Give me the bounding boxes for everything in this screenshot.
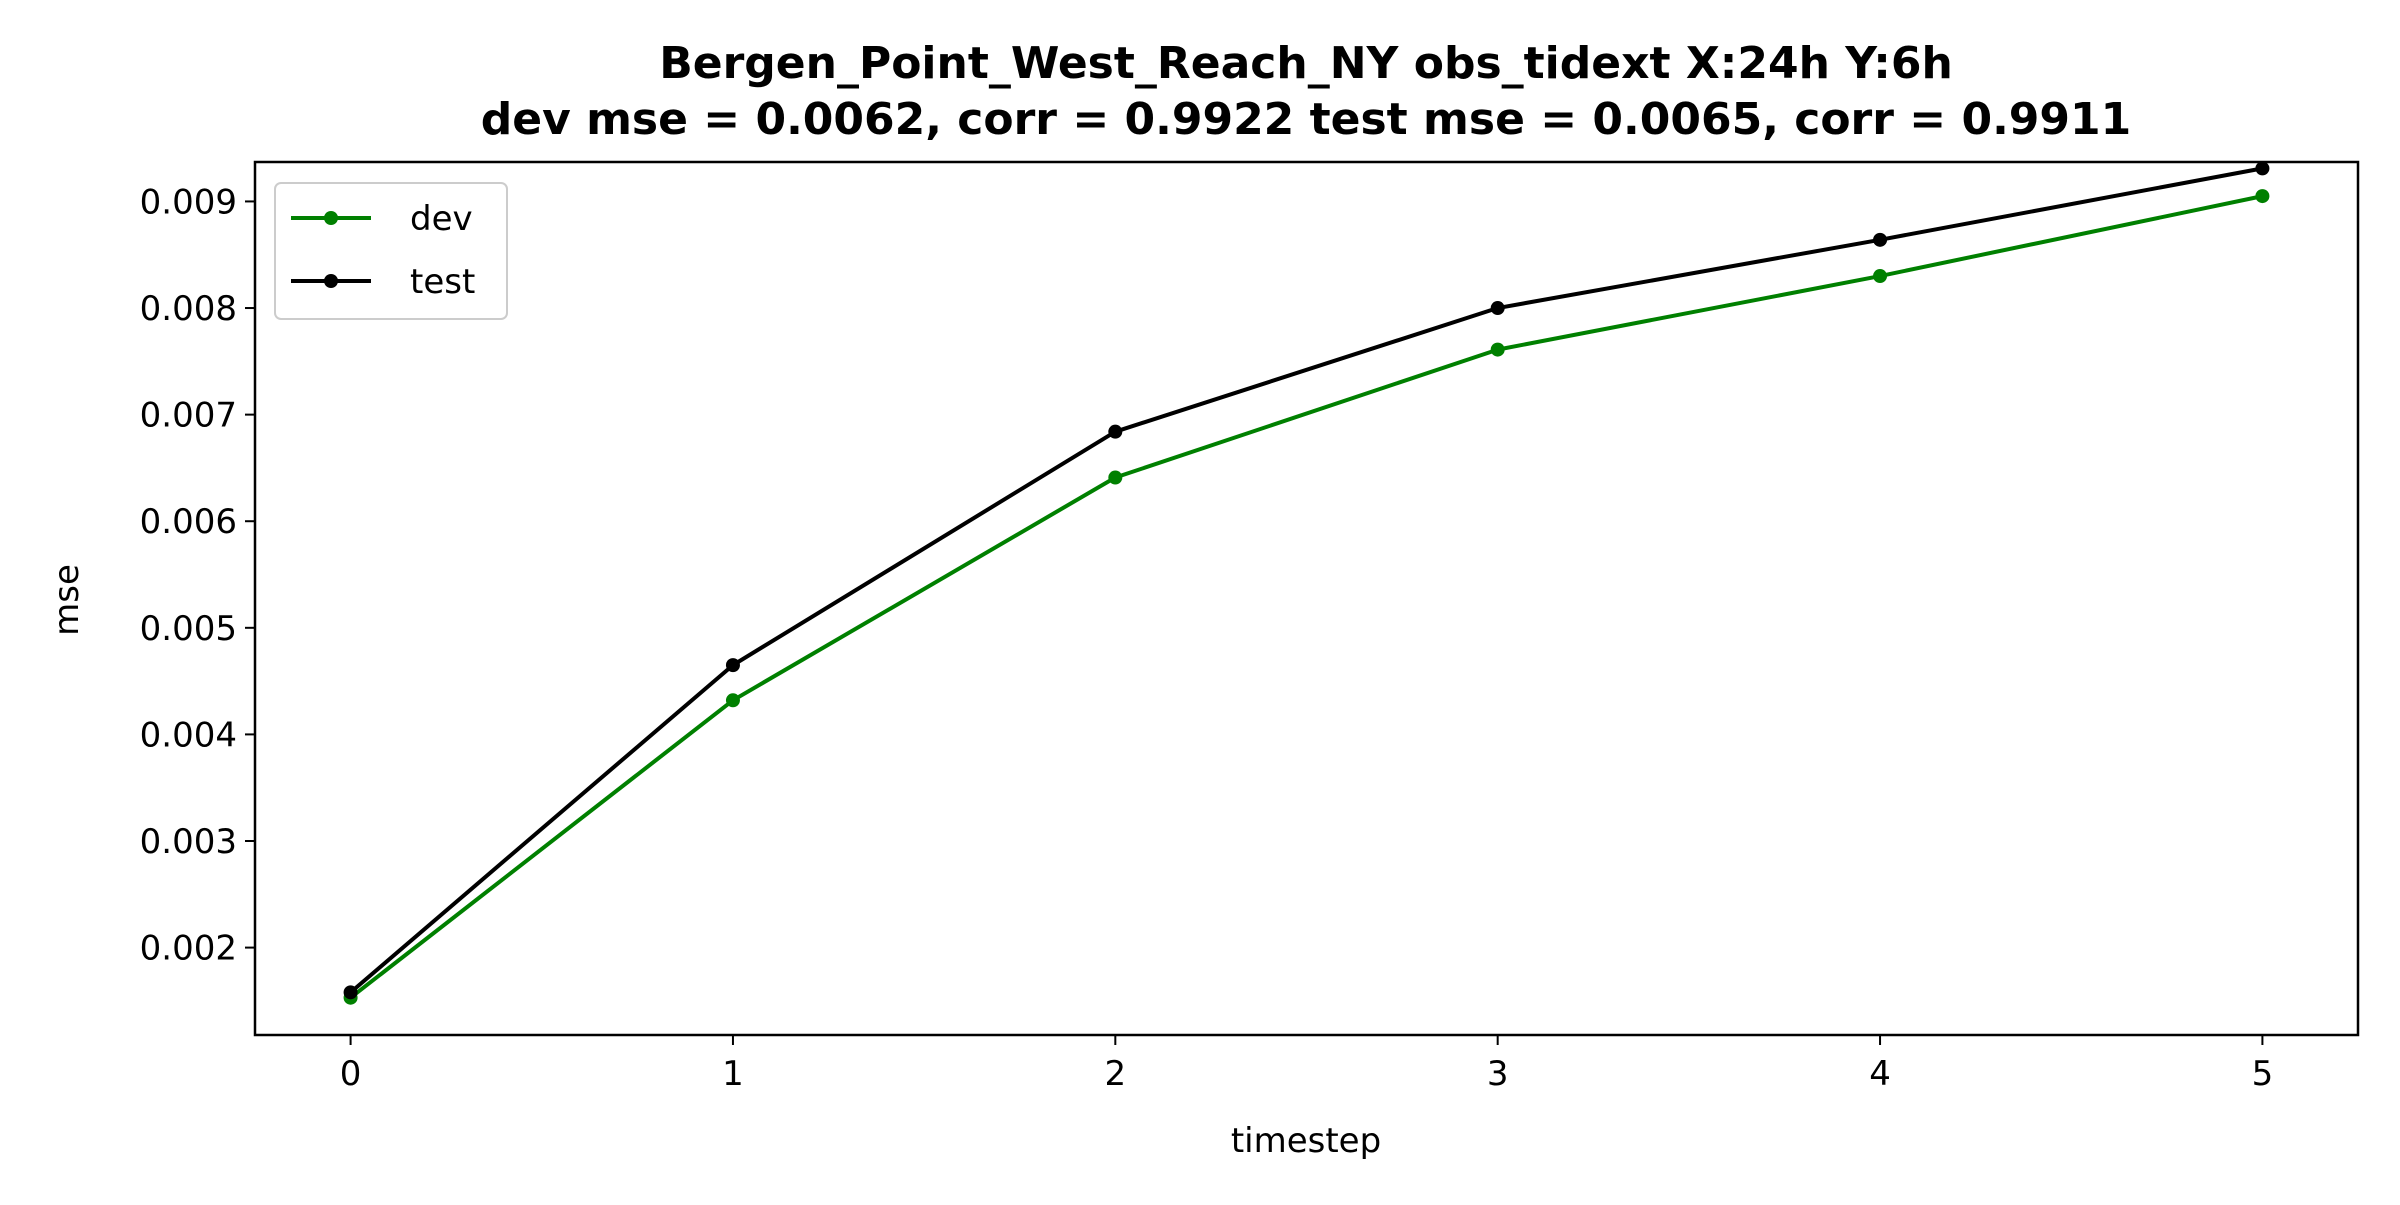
x-tick-label: 5 xyxy=(2252,1054,2274,1094)
legend-marker-test xyxy=(324,274,338,288)
y-tick-label: 0.005 xyxy=(140,609,237,649)
y-tick-label: 0.007 xyxy=(140,396,237,436)
x-tick-label: 3 xyxy=(1487,1054,1509,1094)
y-tick-label: 0.006 xyxy=(140,502,237,542)
series-line-dev xyxy=(349,194,2263,1000)
x-tick-label: 0 xyxy=(340,1054,362,1094)
y-tick-label: 0.009 xyxy=(140,182,237,222)
y-tick-label: 0.003 xyxy=(140,822,237,862)
data-point-dev xyxy=(1873,269,1888,284)
x-tick-label: 4 xyxy=(1869,1054,1891,1094)
data-point-test xyxy=(343,985,358,1000)
data-point-test xyxy=(1108,424,1123,439)
data-point-test xyxy=(1490,301,1505,316)
data-point-dev xyxy=(2255,189,2270,204)
data-point-dev xyxy=(1108,470,1123,485)
x-tick-label: 1 xyxy=(722,1054,744,1094)
legend-label-test: test xyxy=(410,262,475,302)
plot-area: 0 1 2 3 4 5 0.002 0.003 0.004 0.005 0.006 0.007 0.00… xyxy=(140,160,2360,1094)
y-axis-label: mse xyxy=(47,564,87,636)
legend: dev test xyxy=(274,182,508,320)
x-tick-label: 2 xyxy=(1104,1054,1126,1094)
series-line-test xyxy=(349,166,2263,994)
data-point-test xyxy=(1873,232,1888,247)
legend-label-dev: dev xyxy=(410,199,473,239)
plot-frame xyxy=(253,160,2360,1037)
chart-title-line-2: dev mse = 0.0062, corr = 0.9922 test mse… xyxy=(481,94,2132,145)
chart-title-line-1: Bergen_Point_West_Reach_NY obs_tidext X:… xyxy=(659,38,1953,89)
y-tick-label: 0.002 xyxy=(140,929,237,969)
x-axis-label: timestep xyxy=(1231,1121,1381,1161)
data-point-test xyxy=(2255,161,2270,176)
y-tick-label: 0.004 xyxy=(140,715,237,755)
legend-marker-dev xyxy=(324,211,338,225)
data-point-dev xyxy=(1490,342,1505,357)
y-tick-label: 0.008 xyxy=(140,289,237,329)
data-point-test xyxy=(725,658,740,673)
data-point-dev xyxy=(725,693,740,708)
